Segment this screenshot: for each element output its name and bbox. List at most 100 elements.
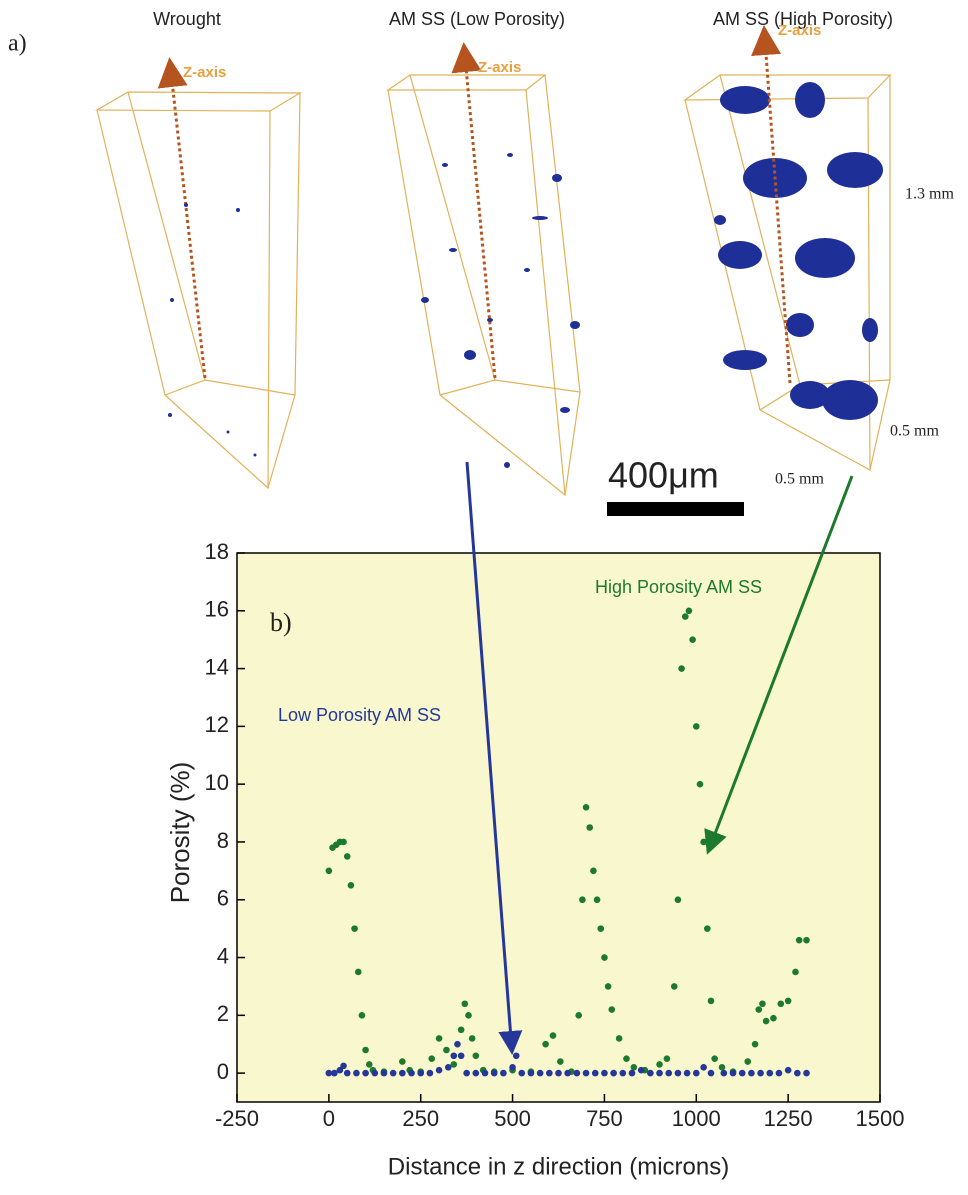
data-point bbox=[473, 1070, 480, 1077]
x-tick-label: 500 bbox=[494, 1106, 531, 1131]
data-point bbox=[542, 1041, 549, 1048]
data-point bbox=[445, 1064, 452, 1071]
data-point bbox=[458, 1052, 465, 1059]
data-point bbox=[763, 1018, 770, 1025]
data-point bbox=[366, 1061, 373, 1068]
data-point bbox=[664, 1055, 671, 1062]
data-point bbox=[597, 925, 604, 932]
data-point bbox=[491, 1070, 498, 1077]
data-point bbox=[427, 1070, 434, 1077]
y-tick-label: 12 bbox=[205, 712, 229, 737]
dimension-label: 0.5 mm bbox=[775, 471, 824, 488]
data-point bbox=[693, 1070, 700, 1077]
data-point bbox=[757, 1070, 764, 1077]
data-point bbox=[463, 1070, 470, 1077]
data-point bbox=[518, 1070, 525, 1077]
data-point bbox=[340, 1063, 347, 1070]
data-point bbox=[348, 882, 355, 889]
data-point bbox=[590, 868, 597, 875]
data-point bbox=[678, 665, 685, 672]
data-point bbox=[362, 1047, 369, 1054]
data-point bbox=[620, 1070, 627, 1077]
data-point bbox=[564, 1070, 571, 1077]
data-point bbox=[675, 1070, 682, 1077]
data-point bbox=[574, 1070, 581, 1077]
data-point bbox=[509, 1064, 516, 1071]
scale-bar-label: 400μm bbox=[608, 455, 719, 496]
y-tick-label: 10 bbox=[205, 770, 229, 795]
series-label: Low Porosity AM SS bbox=[278, 705, 441, 725]
panel-label: b) bbox=[270, 608, 292, 637]
y-tick-label: 16 bbox=[205, 597, 229, 622]
data-point bbox=[443, 1047, 450, 1054]
data-point bbox=[608, 1006, 615, 1013]
data-point bbox=[408, 1070, 415, 1077]
data-point bbox=[355, 969, 362, 976]
plot-background bbox=[237, 553, 880, 1102]
data-point bbox=[759, 1000, 766, 1007]
data-point bbox=[776, 1070, 783, 1077]
data-point bbox=[586, 824, 593, 831]
data-point bbox=[340, 839, 347, 846]
scale-bar bbox=[607, 502, 744, 516]
data-point bbox=[623, 1055, 630, 1062]
panel-title: AM SS (Low Porosity) bbox=[389, 9, 565, 29]
data-point bbox=[708, 1070, 715, 1077]
data-point bbox=[575, 1012, 582, 1019]
data-point bbox=[794, 1070, 801, 1077]
data-point bbox=[730, 1070, 737, 1077]
low-porosity-box bbox=[388, 57, 580, 495]
x-axis-label: Distance in z direction (microns) bbox=[388, 1153, 729, 1180]
wrought-box bbox=[97, 72, 300, 488]
data-point bbox=[700, 1064, 707, 1071]
panel-title: Wrought bbox=[153, 9, 221, 29]
x-tick-label: 1000 bbox=[672, 1106, 721, 1131]
data-point bbox=[682, 613, 689, 620]
data-point bbox=[671, 983, 678, 990]
axis-tag: Z-axis bbox=[183, 64, 226, 81]
data-point bbox=[739, 1070, 746, 1077]
data-point bbox=[656, 1070, 663, 1077]
data-point bbox=[482, 1070, 489, 1077]
figure: a) Wrought AM SS (Low Porosity) AM SS (H… bbox=[0, 0, 968, 1195]
data-point bbox=[796, 937, 803, 944]
data-point bbox=[752, 1041, 759, 1048]
data-point bbox=[665, 1070, 672, 1077]
y-tick-label: 8 bbox=[217, 828, 229, 853]
data-point bbox=[719, 1064, 726, 1071]
data-point bbox=[601, 954, 608, 961]
data-point bbox=[436, 1035, 443, 1042]
data-point bbox=[686, 607, 693, 614]
data-point bbox=[583, 1070, 590, 1077]
data-point bbox=[500, 1070, 507, 1077]
x-tick-label: 250 bbox=[402, 1106, 439, 1131]
data-point bbox=[344, 1070, 351, 1077]
data-point bbox=[647, 1070, 654, 1077]
data-point bbox=[351, 925, 358, 932]
data-point bbox=[417, 1070, 424, 1077]
x-tick-label: 1250 bbox=[764, 1106, 813, 1131]
x-tick-label: -250 bbox=[215, 1106, 259, 1131]
data-point bbox=[436, 1067, 443, 1074]
data-point bbox=[428, 1055, 435, 1062]
x-tick-label: 750 bbox=[586, 1106, 623, 1131]
data-point bbox=[353, 1070, 360, 1077]
data-point bbox=[656, 1061, 663, 1068]
data-point bbox=[528, 1070, 535, 1077]
data-point bbox=[689, 636, 696, 643]
data-point bbox=[744, 1058, 751, 1065]
data-point bbox=[579, 896, 586, 903]
data-point bbox=[381, 1070, 388, 1077]
data-point bbox=[755, 1006, 762, 1013]
data-point bbox=[770, 1015, 777, 1022]
data-point bbox=[803, 937, 810, 944]
data-point bbox=[454, 1041, 461, 1048]
dimension-label: 1.3 mm bbox=[905, 186, 954, 203]
data-point bbox=[748, 1070, 755, 1077]
data-point bbox=[721, 1070, 728, 1077]
data-point bbox=[675, 896, 682, 903]
high-porosity-box bbox=[685, 40, 890, 470]
data-point bbox=[462, 1000, 469, 1007]
data-point bbox=[473, 1052, 480, 1059]
data-point bbox=[469, 1035, 476, 1042]
